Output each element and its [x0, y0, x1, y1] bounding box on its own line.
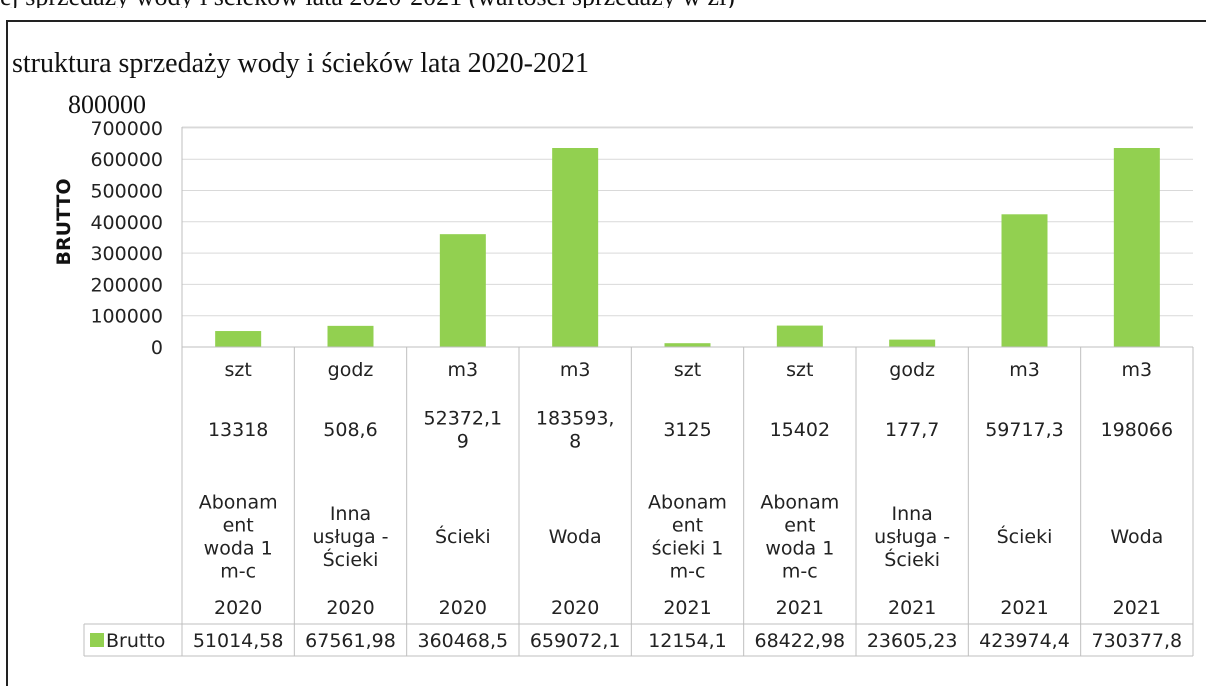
- bar: [1113, 148, 1160, 347]
- chart-title: struktura sprzedaży wody i ścieków lata …: [12, 48, 589, 79]
- category-service-label: m-c: [782, 561, 818, 583]
- chart-frame-top: [6, 20, 1206, 22]
- category-year-label: 2020: [326, 597, 374, 619]
- category-service-label: ent: [223, 515, 254, 537]
- category-service-label: Abonam: [648, 492, 727, 514]
- category-unit-label: szt: [786, 359, 813, 381]
- y-tick-label: 200000: [90, 274, 163, 296]
- category-quantity-label: 183593,: [536, 408, 615, 430]
- category-quantity-label: 13318: [208, 419, 268, 441]
- bar: [889, 339, 936, 347]
- category-unit-label: godz: [889, 359, 935, 381]
- category-quantity-label: 8: [569, 431, 581, 453]
- category-quantity-label: 3125: [663, 419, 711, 441]
- category-service-label: usługa -: [874, 526, 950, 548]
- data-value-label: 68422,98: [754, 630, 845, 652]
- category-unit-label: m3: [1009, 359, 1040, 381]
- category-unit-label: szt: [225, 359, 252, 381]
- category-service-label: ścieki 1: [652, 538, 724, 560]
- y-tick-label: 400000: [90, 212, 163, 234]
- category-year-label: 2020: [214, 597, 262, 619]
- category-service-label: woda 1: [204, 538, 273, 560]
- category-service-label: usługa -: [313, 526, 389, 548]
- category-quantity-label: 9: [457, 431, 469, 453]
- y-tick-label: 100000: [90, 306, 163, 328]
- chart-frame-left: [6, 20, 8, 686]
- y-axis-label: BRUTTO: [53, 178, 75, 265]
- category-quantity-label: 52372,1: [424, 408, 503, 430]
- category-quantity-label: 177,7: [885, 419, 939, 441]
- bar: [327, 325, 374, 347]
- category-service-label: Inna: [891, 503, 932, 525]
- bar: [439, 234, 486, 347]
- category-service-label: m-c: [220, 561, 256, 583]
- category-year-label: 2020: [439, 597, 487, 619]
- y-tick-label: 500000: [90, 181, 163, 203]
- y-tick-label: 300000: [90, 243, 163, 265]
- bar: [776, 325, 823, 347]
- category-quantity-label: 508,6: [323, 419, 377, 441]
- category-service-label: Ścieki: [435, 524, 491, 548]
- bar: [664, 343, 711, 347]
- category-service-label: ent: [672, 515, 703, 537]
- data-value-label: 659072,1: [530, 630, 621, 652]
- category-year-label: 2021: [776, 597, 824, 619]
- category-service-label: woda 1: [765, 538, 834, 560]
- category-quantity-label: 198066: [1101, 419, 1174, 441]
- top-cut-text: ej sprzedaży wody i ścieków lata 2020-20…: [0, 0, 1206, 8]
- data-value-label: 12154,1: [648, 630, 727, 652]
- category-unit-label: m3: [1122, 359, 1153, 381]
- bar: [215, 331, 262, 347]
- data-value-label: 730377,8: [1091, 630, 1182, 652]
- category-unit-label: szt: [674, 359, 701, 381]
- bars: [215, 148, 1160, 347]
- clipped-axis-max-label: 800000: [68, 90, 146, 115]
- category-year-label: 2021: [1113, 597, 1161, 619]
- data-value-label: 360468,5: [417, 630, 508, 652]
- data-value-label: 423974,4: [979, 630, 1070, 652]
- category-unit-label: godz: [328, 359, 374, 381]
- category-service-label: ent: [784, 515, 815, 537]
- category-service-label: Abonam: [760, 492, 839, 514]
- bar: [1001, 214, 1048, 347]
- category-unit-label: m3: [448, 359, 479, 381]
- y-tick-label: 0: [151, 337, 163, 359]
- category-quantity-label: 15402: [770, 419, 830, 441]
- category-service-label: Inna: [330, 503, 371, 525]
- data-value-label: 51014,58: [193, 630, 284, 652]
- category-quantity-label: 59717,3: [985, 419, 1064, 441]
- legend-label: Brutto: [106, 630, 165, 652]
- y-tick-label: 700000: [90, 118, 163, 140]
- category-service-label: Ścieki: [997, 524, 1053, 548]
- category-service-label: Abonam: [199, 492, 278, 514]
- category-service-label: Ścieki: [323, 547, 379, 571]
- data-value-label: 23605,23: [867, 630, 958, 652]
- category-service-label: Ścieki: [884, 547, 940, 571]
- category-year-label: 2021: [1000, 597, 1048, 619]
- category-year-label: 2020: [551, 597, 599, 619]
- category-service-label: Woda: [549, 526, 602, 548]
- y-tick-label: 600000: [90, 149, 163, 171]
- category-service-label: Woda: [1110, 526, 1163, 548]
- y-axis-ticks: 0 100000 200000 300000 400000 500000 600000 700…: [90, 118, 163, 359]
- category-unit-label: m3: [560, 359, 591, 381]
- category-service-label: m-c: [670, 561, 706, 583]
- bar: [552, 148, 599, 347]
- data-value-label: 67561,98: [305, 630, 396, 652]
- legend-swatch: [90, 633, 104, 647]
- category-year-label: 2021: [663, 597, 711, 619]
- category-year-label: 2021: [888, 597, 936, 619]
